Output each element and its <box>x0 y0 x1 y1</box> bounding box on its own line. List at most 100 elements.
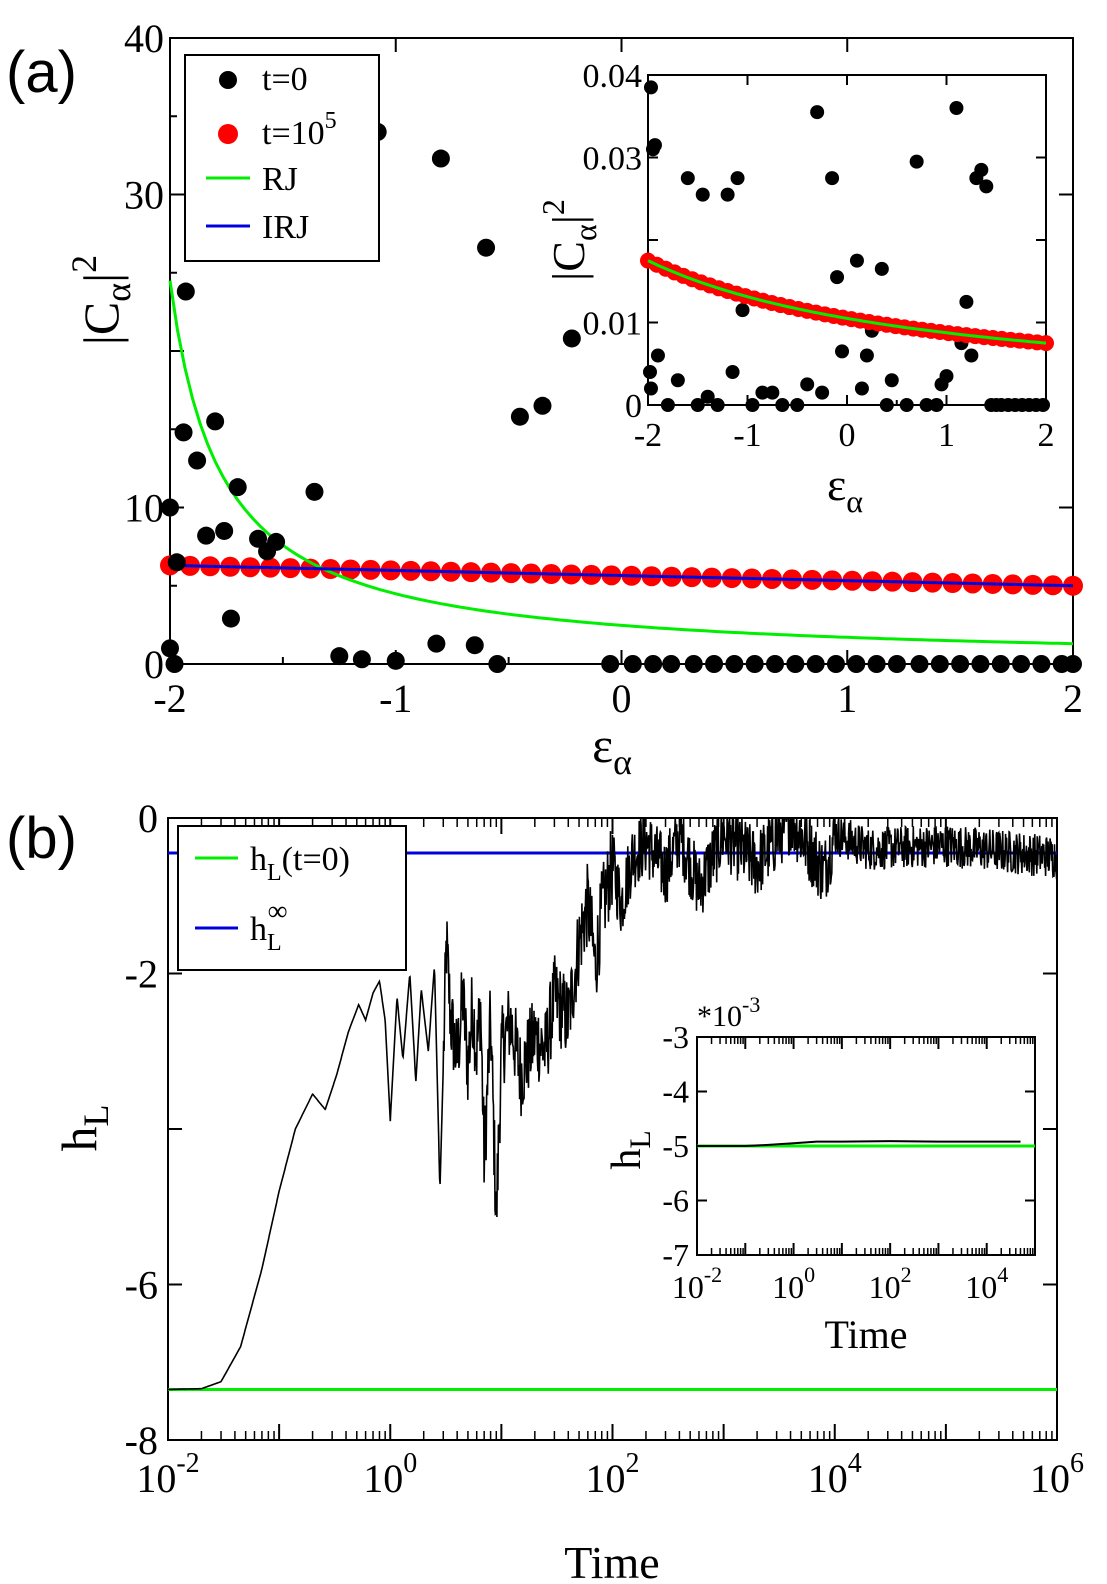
y-tick-label: -7 <box>662 1237 689 1273</box>
data-point-t0 <box>705 655 724 673</box>
x-tick-label: 100 <box>363 1448 417 1501</box>
data-point-t0 <box>910 655 929 673</box>
legend-label: t=105 <box>262 108 337 152</box>
data-point-t0 <box>206 412 225 431</box>
data-point-t0 <box>825 171 840 186</box>
data-point-t0 <box>330 647 349 666</box>
data-point-t0 <box>427 634 446 653</box>
data-point-t0 <box>939 369 954 384</box>
y-tick-label: 0 <box>144 642 164 687</box>
data-point-t0 <box>1064 655 1082 673</box>
x-tick-label: 2 <box>1063 676 1083 721</box>
series-line-irj <box>169 563 1074 588</box>
data-point-t0 <box>690 398 705 412</box>
data-point-t0 <box>188 451 207 470</box>
data-point-t0 <box>167 553 186 572</box>
data-point-t0 <box>929 398 944 412</box>
data-point-t0 <box>899 398 914 412</box>
data-point-t0 <box>830 270 845 285</box>
data-point-t0 <box>700 389 715 404</box>
data-point-t0 <box>533 396 552 415</box>
x-axis-label: εα <box>592 717 632 782</box>
y-tick-label: -6 <box>662 1183 689 1219</box>
legend-label: hL∞ <box>250 896 288 956</box>
legend-marker <box>218 124 238 144</box>
data-point-t0 <box>650 348 665 363</box>
data-point-t0 <box>680 171 695 186</box>
legend: hL(t=0)hL∞ <box>177 825 407 971</box>
data-point-t0 <box>730 171 745 186</box>
data-point-t0 <box>465 636 484 655</box>
data-point-t0 <box>867 655 886 673</box>
data-point-t0 <box>305 482 324 501</box>
x-tick-label: -2 <box>153 676 186 721</box>
data-point-t0 <box>810 105 825 120</box>
y-axis-label: hL <box>604 1130 657 1169</box>
legend-label: IRJ <box>262 209 309 246</box>
x-tick-label: 106 <box>1030 1448 1084 1501</box>
legend-box <box>177 825 407 971</box>
data-point-t0 <box>989 398 1004 412</box>
panel-a-label: (a) <box>6 40 77 105</box>
data-point-t0 <box>775 398 790 412</box>
x-tick-label: -1 <box>733 417 761 454</box>
data-point-t0 <box>879 398 894 412</box>
x-tick-label: 104 <box>965 1262 1008 1305</box>
y-tick-label: -2 <box>125 952 158 997</box>
y-axis-label: hL <box>51 1105 116 1152</box>
x-tick-label: 102 <box>869 1262 912 1305</box>
data-point-t0 <box>964 348 979 363</box>
data-point-t0 <box>386 651 405 670</box>
data-point-t0 <box>884 373 899 388</box>
y-axis-label: |Cα|2 <box>64 255 138 345</box>
data-point-t0 <box>623 655 642 673</box>
data-point-t0 <box>174 423 193 442</box>
data-point-t0 <box>662 655 681 673</box>
data-point-t0 <box>562 329 581 348</box>
data-point-t0 <box>197 526 216 545</box>
series-line-hl <box>168 817 1058 1391</box>
data-point-t0 <box>176 282 195 301</box>
data-point-t0 <box>919 398 934 412</box>
data-point-t0 <box>745 398 760 412</box>
data-point-t0 <box>755 385 770 400</box>
series-line-hl <box>697 1140 1021 1147</box>
data-point-t0 <box>161 498 179 517</box>
data-point-t0 <box>1036 398 1051 412</box>
y-axis-label: |Cα|2 <box>535 199 603 281</box>
data-point-t0 <box>267 532 286 551</box>
x-axis-label: Time <box>564 1537 659 1584</box>
data-point-t0 <box>695 187 710 202</box>
data-point-t0 <box>735 303 750 318</box>
x-tick-label: 2 <box>1038 417 1055 454</box>
data-point-t0 <box>710 398 725 412</box>
panel-b-label: (b) <box>6 806 77 871</box>
data-point-t0 <box>165 655 184 673</box>
x-tick-label: 0 <box>612 676 632 721</box>
data-point-t0 <box>826 655 845 673</box>
x-tick-label: 1 <box>938 417 955 454</box>
y-tick-label: 40 <box>124 16 164 61</box>
data-point-t0 <box>221 609 240 628</box>
x-tick-label: 104 <box>808 1448 862 1501</box>
data-point-t0 <box>228 478 247 497</box>
data-point-t0 <box>643 80 658 95</box>
legend-label: RJ <box>262 161 298 198</box>
data-point-t0 <box>720 187 735 202</box>
data-point-t0 <box>974 162 989 177</box>
data-point-t0 <box>161 639 179 658</box>
data-point-t0 <box>352 650 371 669</box>
data-point-t0 <box>765 385 780 400</box>
data-point-t0 <box>909 154 924 169</box>
y-tick-label: 0 <box>138 796 158 841</box>
y-tick-label: -8 <box>125 1418 158 1463</box>
series-line-rj <box>647 259 1047 345</box>
data-point-t0 <box>859 348 874 363</box>
data-point-t0 <box>835 344 850 359</box>
x-axis-label: εα <box>827 459 863 519</box>
data-point-t0 <box>1012 655 1031 673</box>
data-point-t0 <box>949 101 964 115</box>
data-point-t0 <box>249 529 268 548</box>
data-point-t0 <box>971 655 990 673</box>
